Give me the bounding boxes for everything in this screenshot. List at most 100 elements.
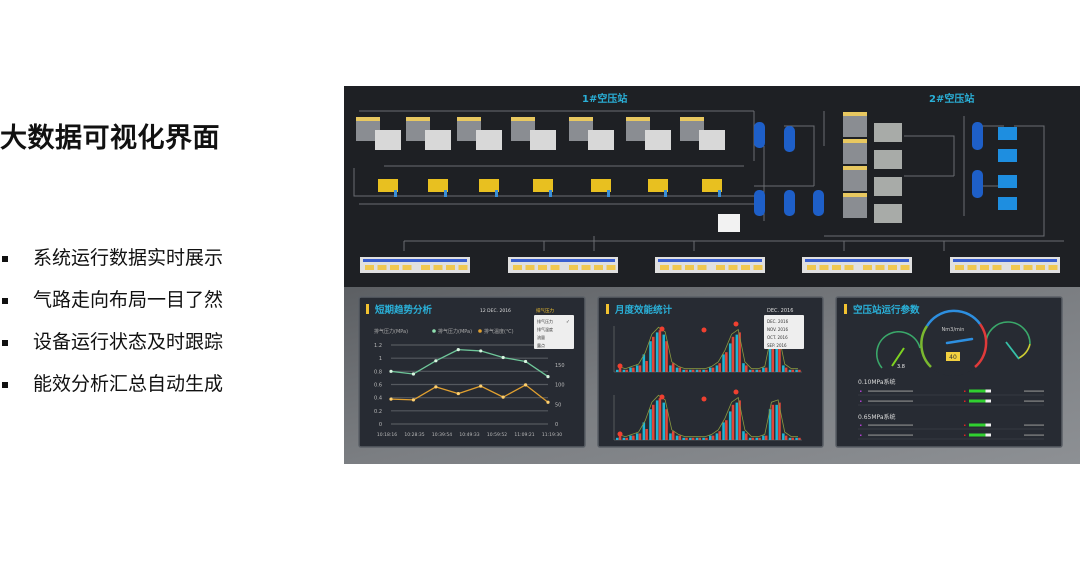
bar-red	[751, 369, 755, 372]
equipment-label-header	[569, 117, 593, 121]
data-point	[523, 383, 528, 387]
row-value	[1024, 424, 1044, 426]
dropdown-option[interactable]: DEC. 2016	[767, 319, 789, 324]
header-valve	[390, 265, 399, 270]
bar-red	[778, 334, 781, 372]
dropdown-option[interactable]: OCT. 2016	[767, 335, 788, 340]
peak-marker	[733, 389, 739, 395]
gauge-left-value: 3.8	[897, 364, 905, 370]
alarm-dot	[964, 390, 966, 392]
bar-red	[678, 367, 682, 372]
month-dropdown[interactable]: DEC. 2016 NOV. 2016 OCT. 2016 SEP. 2016	[764, 315, 804, 349]
filter	[607, 190, 610, 197]
header-valve	[863, 265, 872, 270]
row-value	[1024, 390, 1044, 392]
bar-red	[791, 437, 795, 440]
data-point	[523, 359, 528, 364]
bar-red	[771, 404, 775, 440]
bar-red	[652, 404, 655, 440]
bar-red	[764, 435, 768, 440]
bar-cyan	[655, 332, 659, 372]
bar-cyan	[642, 422, 646, 440]
bar-red	[618, 367, 622, 372]
header-valve	[377, 265, 387, 270]
air-tank	[754, 122, 765, 148]
peak-marker	[701, 396, 707, 402]
bar-cyan	[788, 437, 792, 440]
bullet-icon	[2, 256, 8, 262]
peak-marker	[701, 327, 707, 333]
equipment-data-panel	[626, 121, 650, 141]
x-tick-label: 10:49:33	[459, 432, 479, 438]
bar-red	[731, 404, 735, 440]
trend-line	[618, 326, 799, 370]
data-point	[411, 398, 416, 402]
header-valve	[569, 265, 578, 270]
bar-red	[658, 330, 662, 372]
data-point	[456, 391, 460, 396]
bar-cyan	[682, 369, 685, 372]
bar-cyan	[775, 336, 778, 372]
x-tick-label: 10:39:54	[432, 432, 452, 438]
bar-red	[738, 400, 741, 440]
dropdown-option[interactable]: 露点	[537, 342, 545, 348]
bar-cyan	[695, 437, 699, 440]
header-valve	[844, 265, 854, 270]
dropdown-option[interactable]: NOV. 2016	[767, 327, 788, 332]
bar-red	[738, 332, 741, 372]
bar-cyan	[715, 365, 719, 372]
dryer	[533, 179, 553, 192]
slide-title: 大数据可视化界面	[0, 123, 220, 154]
data-point	[501, 395, 505, 399]
bar-cyan	[709, 367, 712, 372]
dropdown-option[interactable]: SEP. 2016	[767, 343, 787, 348]
bar-red	[691, 437, 695, 440]
header-valve	[1023, 265, 1033, 270]
dryer	[998, 175, 1017, 188]
equipment-data-panel	[843, 170, 867, 191]
data-point	[456, 348, 460, 352]
filter	[549, 190, 552, 197]
bar-red	[671, 431, 675, 440]
x-tick-label: 10:59:52	[487, 432, 507, 438]
bar-cyan	[649, 341, 652, 372]
header-strip	[953, 259, 1057, 262]
bar-red	[698, 437, 702, 440]
header-valve	[402, 265, 412, 270]
bar-cyan	[635, 433, 639, 440]
bar-cyan	[748, 369, 752, 372]
equipment-data-panel	[843, 116, 867, 137]
month-select[interactable]: DEC. 2016	[767, 308, 793, 314]
trend-metric-select[interactable]: 排气压力	[536, 307, 554, 314]
dropdown-option[interactable]: 排气压力	[537, 318, 553, 324]
card-marker	[366, 304, 369, 314]
dropdown-option[interactable]: 流量	[537, 334, 545, 340]
params-card-title: 空压站运行参数	[853, 304, 920, 316]
trend-dropdown[interactable]: 排气压力 ✓ 排气温度 流量 露点	[534, 315, 574, 349]
bar-cyan	[715, 433, 719, 440]
header-strip	[363, 259, 467, 262]
header-valve	[900, 265, 910, 270]
equipment-data-panel	[843, 197, 867, 218]
bar-red	[711, 435, 715, 440]
bar-cyan	[662, 402, 666, 440]
bar-cyan	[662, 334, 666, 372]
bar-red	[751, 437, 755, 440]
bar-red	[632, 435, 635, 440]
bar-cyan	[682, 437, 685, 440]
equipment-data-panel	[356, 121, 380, 141]
bar-cyan	[675, 367, 679, 372]
feature-item: 设备运行状态及时跟踪	[0, 328, 223, 370]
trend-date-select[interactable]: 12 DEC. 2016	[480, 308, 511, 314]
bar-red	[685, 437, 688, 440]
gauge-center-value: 40	[949, 354, 957, 361]
header-valve	[1048, 265, 1058, 270]
system2-label: 0.65MPa系统	[858, 413, 896, 421]
equipment-label-header	[680, 117, 704, 121]
data-point	[546, 375, 550, 379]
gauge-center: Nm3/min 40	[920, 309, 988, 376]
bar-cyan	[735, 334, 739, 372]
air-tank	[972, 122, 983, 150]
dropdown-option[interactable]: 排气温度	[537, 326, 553, 332]
check-icon: ✓	[566, 320, 570, 325]
